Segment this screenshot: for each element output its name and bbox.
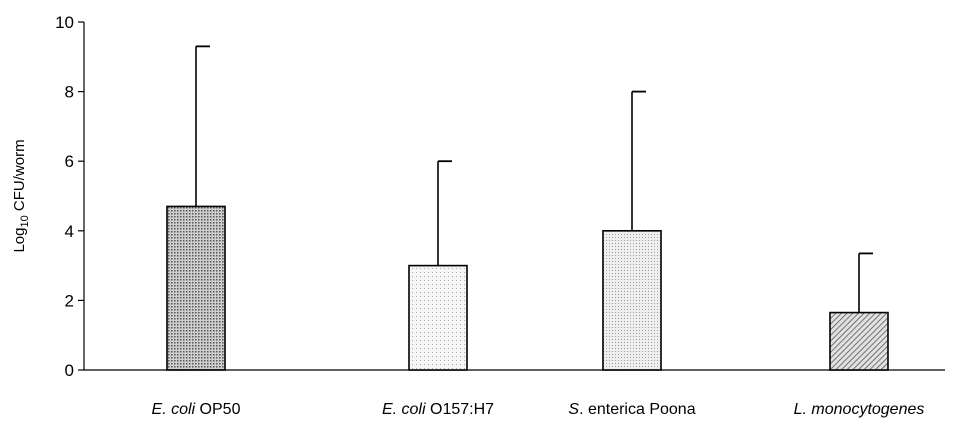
bar — [829, 311, 889, 371]
category-label-italic: E. coli — [152, 401, 196, 418]
category-label-italic: E. coli — [382, 401, 426, 418]
y-tick-label: 0 — [65, 361, 74, 380]
y-tick-label: 8 — [65, 83, 74, 102]
y-axis-label-subscript: 10 — [19, 215, 31, 227]
y-tick-label: 2 — [65, 291, 74, 310]
bar — [408, 264, 468, 371]
category-label-italic: S — [568, 401, 579, 418]
y-tick-label: 4 — [65, 222, 74, 241]
bar — [602, 230, 662, 371]
svg-text:Log10 CFU/worm: Log10 CFU/worm — [11, 139, 31, 252]
category-label: L. monocytogenes — [794, 401, 925, 418]
y-tick-label: 6 — [65, 152, 74, 171]
category-label: E. coli O157:H7 — [382, 401, 494, 418]
category-label-italic: L. monocytogenes — [794, 401, 925, 418]
error-bars — [195, 45, 873, 313]
y-axis-label: Log10 CFU/worm — [11, 139, 31, 252]
y-axis-label-unit: CFU/worm — [11, 139, 28, 215]
y-axis: 0 2 4 6 8 10 — [55, 13, 85, 380]
category-label-rest: O157:H7 — [426, 401, 495, 418]
y-axis-label-main: Log — [11, 228, 28, 253]
category-label: S. enterica Poona — [568, 401, 695, 418]
bars — [166, 205, 889, 371]
y-tick-label: 10 — [55, 13, 74, 32]
category-label: E. coli OP50 — [152, 401, 241, 418]
category-labels: E. coli OP50 E. coli O157:H7 S. enterica P… — [152, 401, 925, 418]
bar — [166, 205, 226, 371]
category-label-rest: . enterica Poona — [579, 401, 696, 418]
category-label-rest: OP50 — [195, 401, 240, 418]
